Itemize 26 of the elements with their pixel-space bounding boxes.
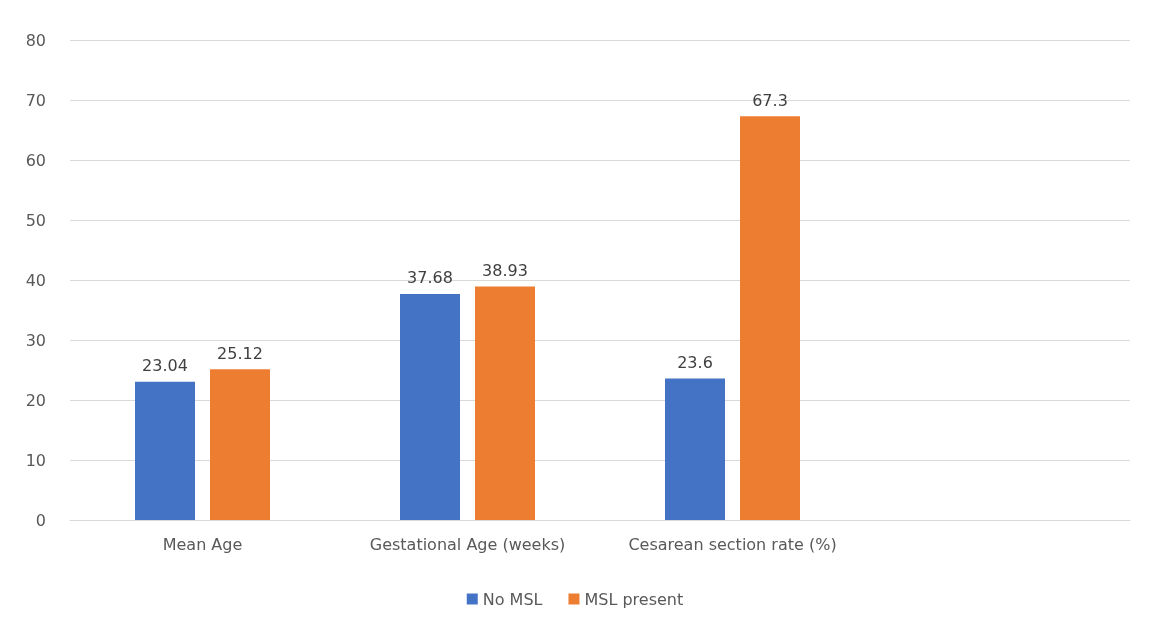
y-tick-label: 80 bbox=[25, 30, 46, 50]
bar bbox=[740, 116, 800, 520]
y-tick-label: 20 bbox=[25, 390, 46, 410]
x-tick-label: Gestational Age (weeks) bbox=[369, 534, 566, 554]
data-label: 23.04 bbox=[142, 356, 188, 376]
data-label: 67.3 bbox=[752, 90, 788, 110]
bar bbox=[665, 378, 725, 520]
legend-label: MSL present bbox=[584, 589, 684, 609]
data-label: 38.93 bbox=[482, 260, 528, 280]
bar bbox=[210, 369, 270, 520]
legend-label: No MSL bbox=[482, 589, 543, 609]
bar bbox=[475, 286, 535, 520]
data-label: 25.12 bbox=[217, 343, 263, 363]
y-tick-label: 10 bbox=[25, 450, 46, 470]
data-label: 37.68 bbox=[407, 268, 453, 288]
y-tick-label: 60 bbox=[25, 150, 46, 170]
x-tick-label: Mean Age bbox=[162, 534, 243, 554]
bar bbox=[135, 381, 195, 520]
y-tick-label: 50 bbox=[25, 210, 46, 230]
y-tick-label: 30 bbox=[25, 330, 46, 350]
bar bbox=[400, 293, 460, 520]
y-tick-label: 0 bbox=[35, 510, 46, 530]
y-tick-label: 40 bbox=[25, 270, 46, 290]
x-tick-label: Cesarean section rate (%) bbox=[628, 534, 837, 554]
y-tick-label: 70 bbox=[25, 90, 46, 110]
data-label: 23.6 bbox=[677, 352, 713, 372]
